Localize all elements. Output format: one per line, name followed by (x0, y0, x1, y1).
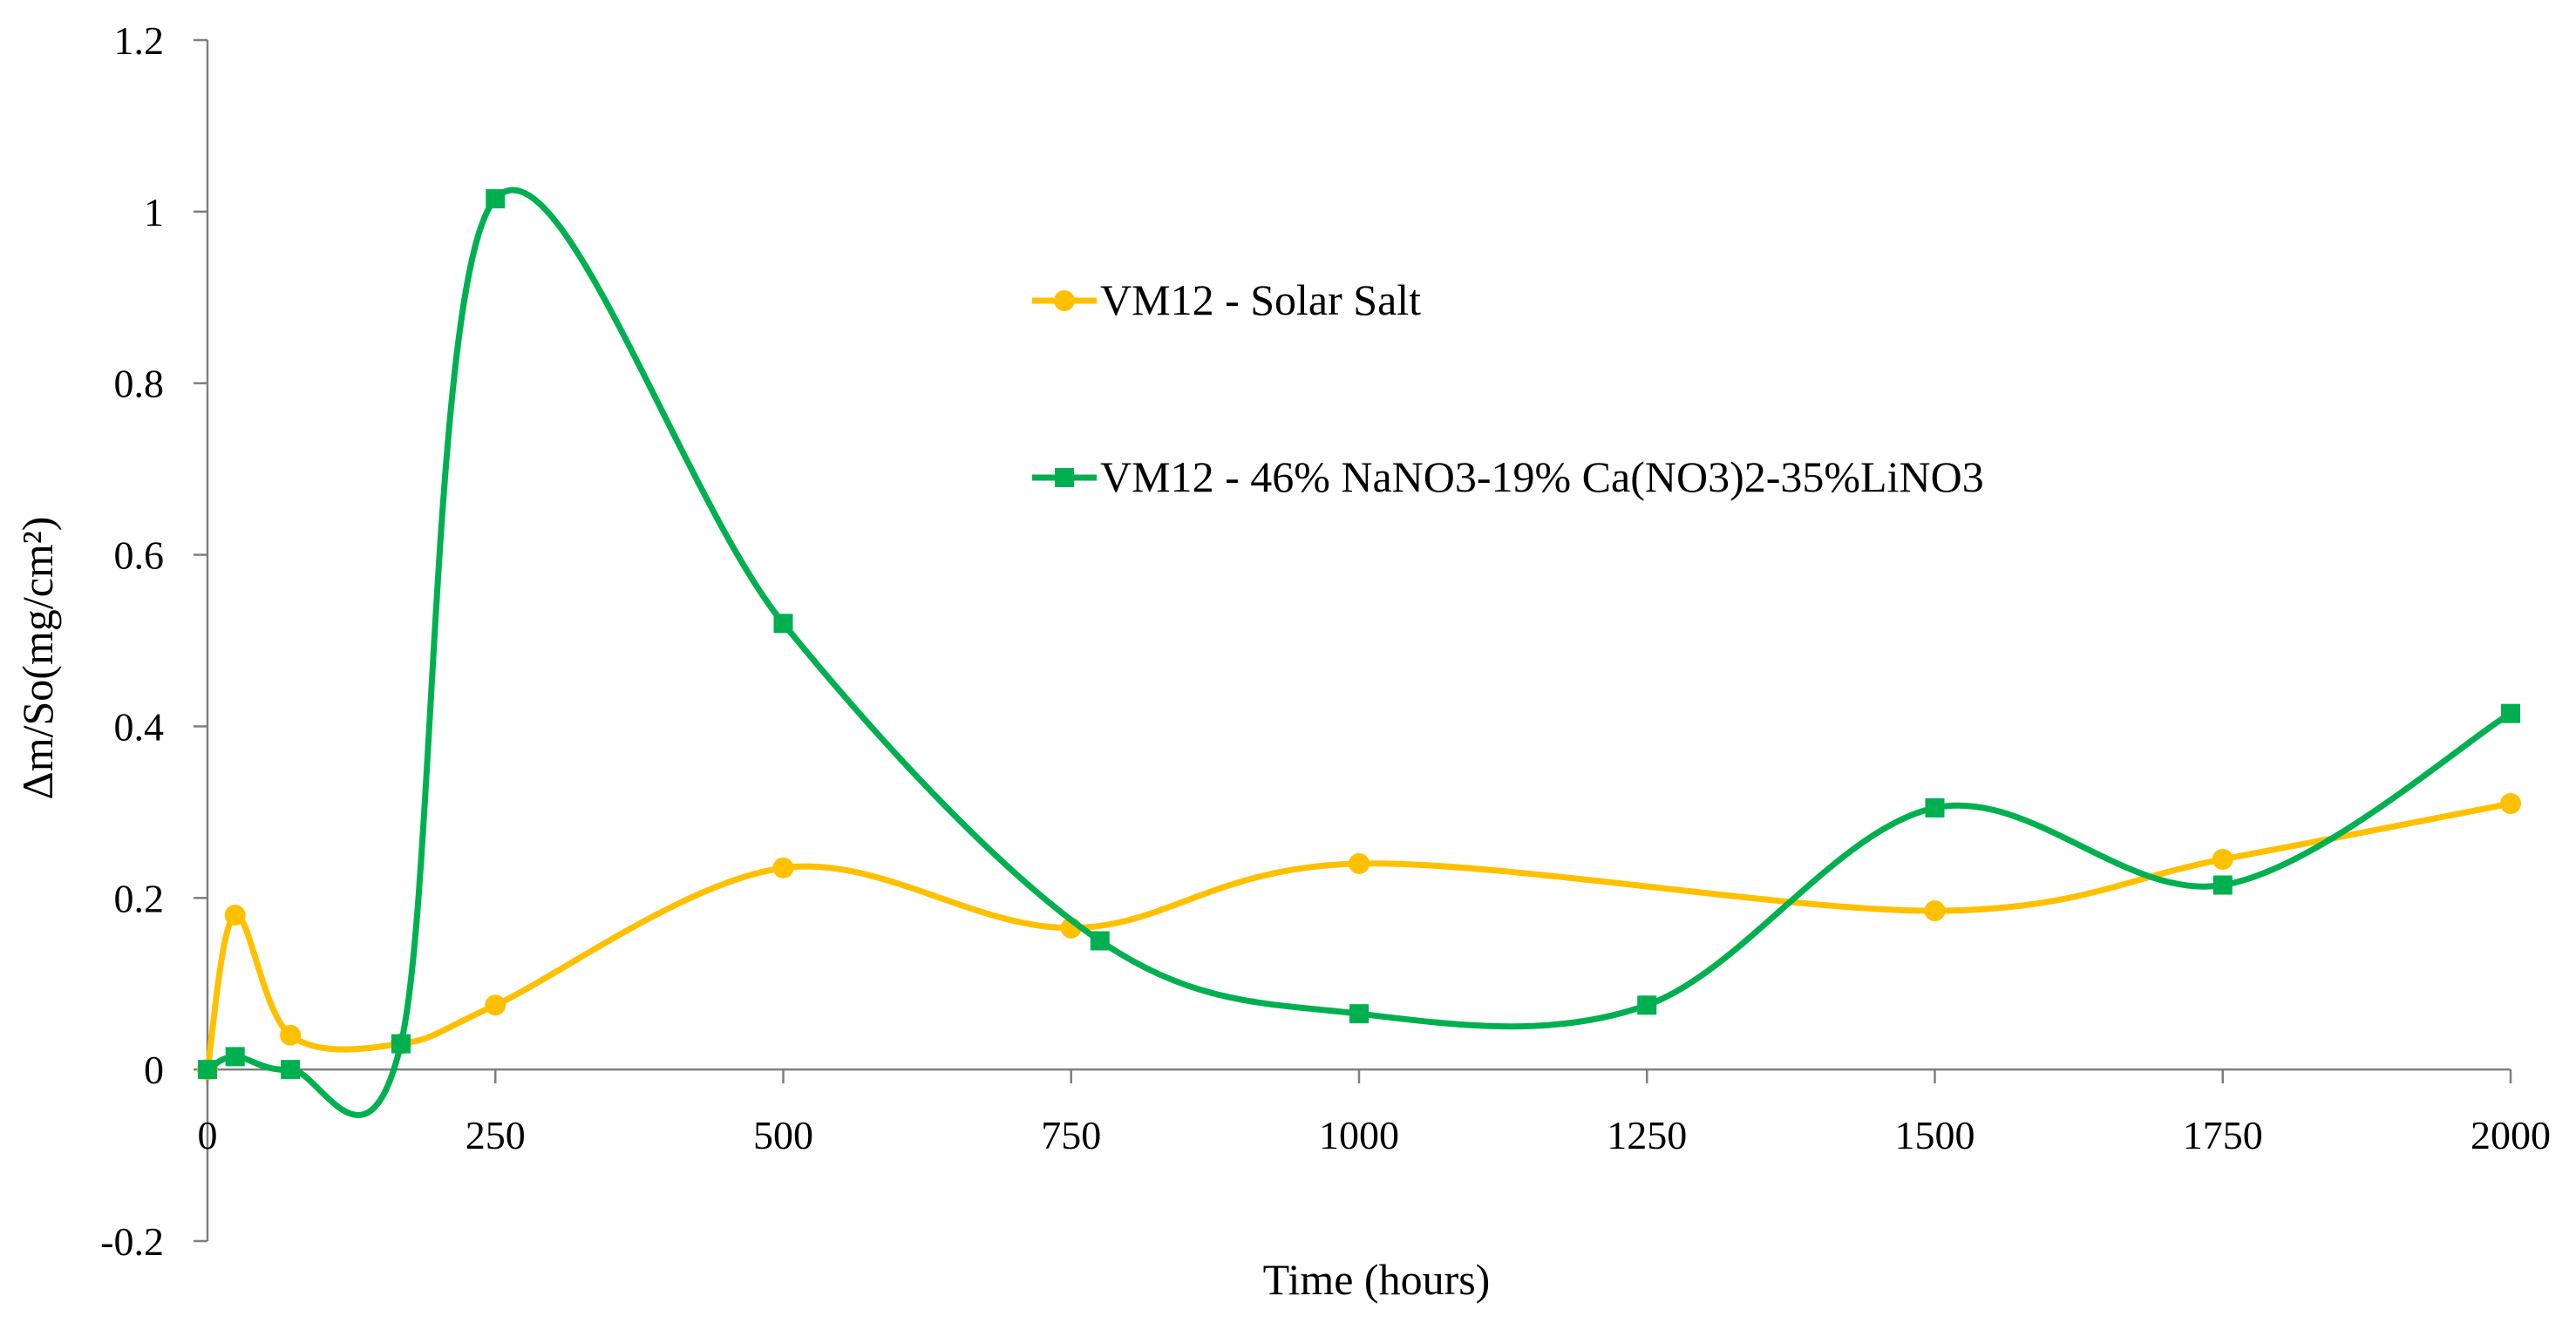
series-line (204, 800, 2511, 1070)
x-tick-label: 1250 (1607, 1113, 1687, 1157)
data-point (485, 994, 506, 1016)
y-tick-label: -0.2 (100, 1219, 164, 1264)
data-point (772, 857, 794, 879)
data-point (391, 1034, 411, 1054)
data-point (1090, 931, 1110, 951)
data-point (773, 614, 793, 634)
data-point (1349, 852, 1370, 874)
data-point (225, 1047, 245, 1067)
data-point (2500, 793, 2521, 815)
y-axis-title: Δm/So(mg/cm²) (13, 517, 62, 800)
x-tick-label: 500 (753, 1113, 813, 1157)
data-point (2212, 875, 2233, 895)
y-tick-label: 0.2 (114, 876, 165, 920)
data-point (1925, 797, 1945, 818)
y-tick-label: 1.2 (114, 18, 165, 63)
x-tick-label: 0 (198, 1113, 218, 1157)
legend: VM12 - Solar Salt VM12 - 46% NaNO3-19% Ca… (1032, 275, 1984, 501)
x-tick-label: 2000 (2471, 1113, 2551, 1157)
y-tick-label: 0.8 (114, 362, 165, 406)
data-point (486, 189, 506, 209)
data-point (2501, 703, 2520, 723)
y-tick-label: 1 (144, 190, 164, 234)
y-tick-label: 0.4 (114, 704, 165, 749)
x-tick-label: 1000 (1319, 1113, 1399, 1157)
data-point (1637, 995, 1657, 1015)
legend-label: VM12 - Solar Salt (1100, 275, 1421, 324)
legend-label: VM12 - 46% NaNO3-19% Ca(NO3)2-35%LiNO3 (1100, 452, 1984, 501)
data-point (281, 1060, 301, 1080)
data-point (224, 904, 246, 926)
legend-entry: VM12 - Solar Salt (1032, 275, 1421, 324)
y-tick-label: 0 (144, 1048, 164, 1092)
series-layer (197, 187, 2521, 1118)
x-tick-label: 1500 (1895, 1113, 1975, 1157)
legend-marker (1054, 290, 1075, 311)
data-point (198, 1060, 217, 1080)
series-line (206, 187, 2512, 1118)
series-ternary-salt (198, 187, 2520, 1118)
x-axis-title: Time (hours) (1263, 1255, 1491, 1304)
legend-marker (1055, 468, 1074, 487)
axes: -0.2 0 0.2 0.4 0.6 0.8 1 1.2 0 250 500 750 1000 1250 1… (100, 18, 2551, 1264)
data-point (2212, 848, 2233, 870)
data-point (1349, 1004, 1369, 1024)
x-tick-label: 250 (466, 1113, 526, 1157)
x-tick-label: 750 (1041, 1113, 1101, 1157)
x-tick-label: 1750 (2183, 1113, 2263, 1157)
y-tick-label: 0.6 (114, 533, 165, 578)
data-point (280, 1024, 302, 1046)
data-point (1924, 900, 1946, 922)
legend-entry: VM12 - 46% NaNO3-19% Ca(NO3)2-35%LiNO3 (1032, 452, 1984, 501)
series-solar-salt (197, 793, 2521, 1081)
